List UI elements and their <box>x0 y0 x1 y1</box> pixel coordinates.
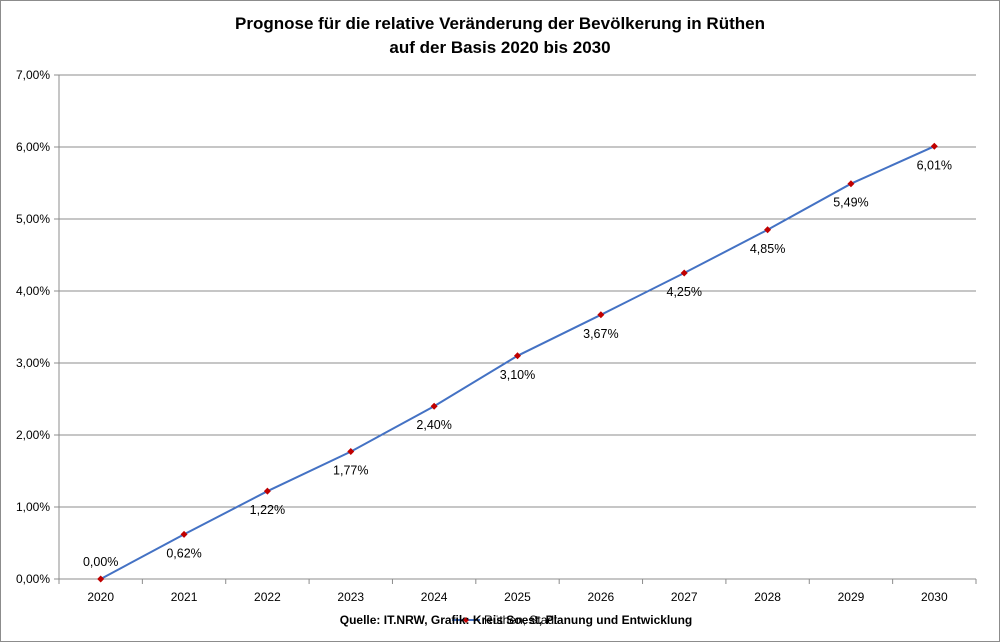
data-point <box>930 142 938 150</box>
y-tick-label: 5,00% <box>16 212 50 226</box>
x-tick-label: 2028 <box>754 590 781 604</box>
y-tick-labels: 0,00% 1,00% 2,00% 3,00% 4,00% 5,00% 6,00% 7,00% <box>16 68 50 586</box>
legend-marker <box>463 617 469 623</box>
data-label: 0,62% <box>166 546 201 560</box>
legend: Rüthen, Stadt <box>452 613 558 627</box>
y-tick-label: 1,00% <box>16 500 50 514</box>
x-tick-label: 2022 <box>254 590 281 604</box>
data-point <box>514 352 521 360</box>
data-label: 0,00% <box>83 555 118 569</box>
data-label: 6,01% <box>917 158 952 172</box>
data-point <box>847 180 855 188</box>
x-tick-label: 2020 <box>87 590 114 604</box>
chart-title-line1: Prognose für die relative Veränderung de… <box>235 14 765 33</box>
data-point <box>430 402 438 410</box>
data-point <box>597 311 605 319</box>
chart-title-line2: auf der Basis 2020 bis 2030 <box>389 38 611 57</box>
data-label: 1,22% <box>250 503 285 517</box>
gridlines <box>59 74 976 508</box>
axes <box>54 74 977 584</box>
series <box>97 142 938 583</box>
x-tick-label: 2029 <box>838 590 865 604</box>
y-tick-label: 3,00% <box>16 356 50 370</box>
data-label: 5,49% <box>833 196 868 210</box>
y-tick-label: 0,00% <box>16 572 50 586</box>
data-point <box>180 530 188 538</box>
source-note: Quelle: IT.NRW, Grafik: Kreis Soest, Pla… <box>340 613 693 627</box>
data-label: 2,40% <box>416 418 451 432</box>
y-tick-label: 4,00% <box>16 284 50 298</box>
x-tick-labels: 2020 2021 2022 2023 2024 2025 2026 2027 2028 2029… <box>87 590 948 604</box>
y-tick-label: 2,00% <box>16 428 50 442</box>
data-point <box>263 487 271 495</box>
x-tick-label: 2021 <box>171 590 198 604</box>
data-point <box>764 226 772 234</box>
data-point <box>680 269 688 277</box>
x-tick-label: 2024 <box>421 590 448 604</box>
data-label: 1,77% <box>333 464 368 478</box>
x-tick-label: 2025 <box>504 590 531 604</box>
y-tick-label: 7,00% <box>16 68 50 82</box>
y-tick-label: 6,00% <box>16 140 50 154</box>
x-tick-label: 2026 <box>588 590 615 604</box>
x-tick-label: 2027 <box>671 590 698 604</box>
data-point <box>347 448 355 456</box>
data-label: 4,85% <box>750 242 785 256</box>
data-labels: 0,00% 0,62% 1,22% 1,77% 2,40% 3,10% 3,67% 4,25%… <box>83 158 952 569</box>
data-point <box>97 575 105 583</box>
x-tick-label: 2030 <box>921 590 948 604</box>
data-label: 3,67% <box>583 327 618 341</box>
legend-label: Rüthen, Stadt <box>484 613 558 627</box>
data-label: 4,25% <box>667 285 702 299</box>
chart-title: Prognose für die relative Veränderung de… <box>0 12 1000 60</box>
data-label: 3,10% <box>500 368 535 382</box>
x-tick-label: 2023 <box>337 590 364 604</box>
